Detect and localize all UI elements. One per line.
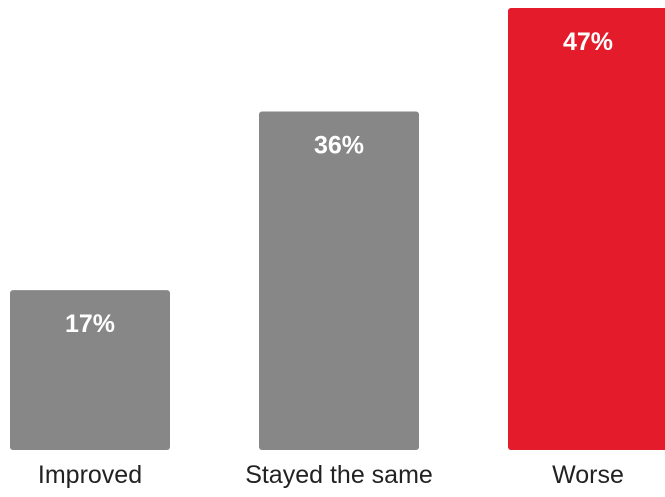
data-label: 36% xyxy=(314,131,364,159)
bar-stayed-the-same xyxy=(259,111,419,450)
category-tick-label: Worse xyxy=(552,461,624,489)
data-label: 47% xyxy=(563,28,613,56)
category-tick-label: Stayed the same xyxy=(245,461,433,489)
data-label: 17% xyxy=(65,310,115,338)
bar-improved xyxy=(10,290,170,450)
bar-worse xyxy=(508,8,665,450)
category-tick-label: Improved xyxy=(38,461,142,489)
